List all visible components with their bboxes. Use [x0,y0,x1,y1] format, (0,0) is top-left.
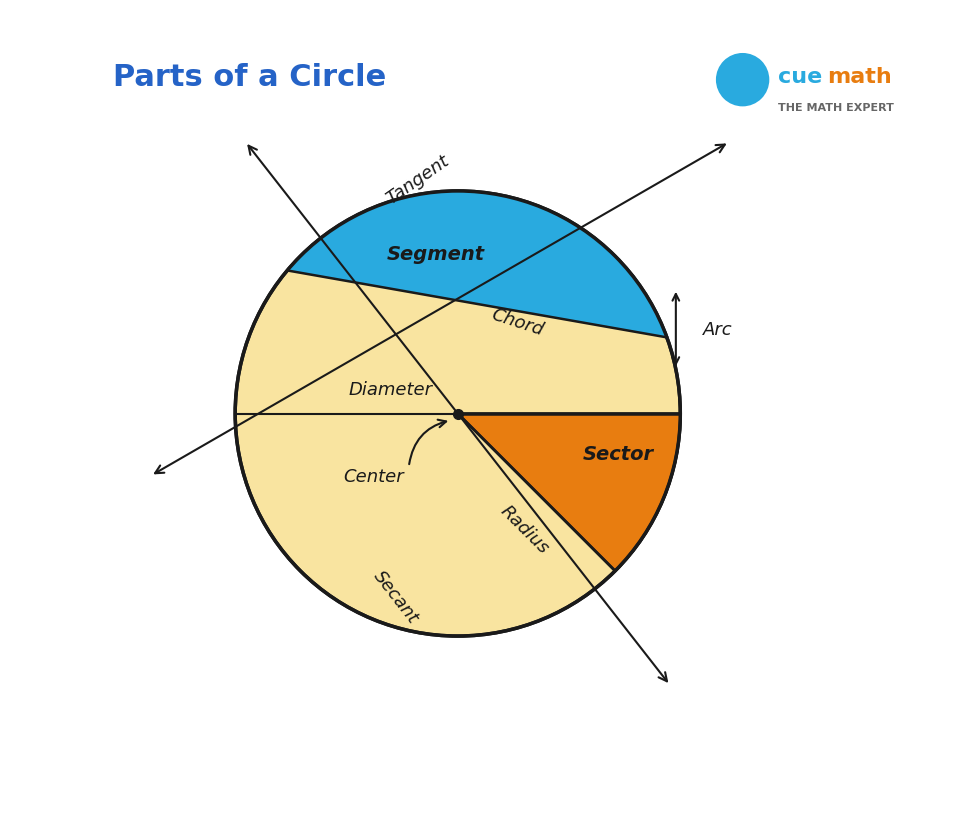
Wedge shape [458,414,681,571]
Text: Radius: Radius [496,502,552,557]
Text: Secant: Secant [370,566,421,626]
Text: Sector: Sector [583,445,654,464]
Text: Diameter: Diameter [349,380,433,398]
Circle shape [716,54,769,108]
Text: Tangent: Tangent [383,151,452,207]
Text: Segment: Segment [387,244,485,263]
Text: Chord: Chord [489,306,545,339]
Text: THE MATH EXPERT: THE MATH EXPERT [779,103,894,113]
Text: math: math [828,67,892,87]
Text: Arc: Arc [703,320,732,339]
Polygon shape [287,192,667,338]
Text: Parts of a Circle: Parts of a Circle [112,63,386,92]
Text: Center: Center [343,467,403,485]
Circle shape [235,192,681,636]
Text: cue: cue [779,67,823,87]
